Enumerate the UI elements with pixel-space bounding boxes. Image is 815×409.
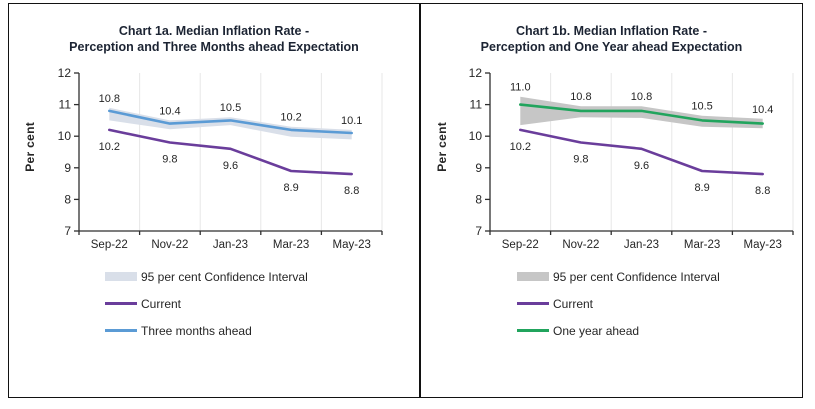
svg-text:9.8: 9.8 (573, 154, 588, 166)
legend-label: 95 per cent Confidence Interval (141, 269, 308, 284)
chart-1b-y-axis-title: Per cent (434, 122, 449, 172)
svg-text:7: 7 (64, 224, 71, 238)
chart-1b-title-line1: Chart 1b. Median Inflation Rate - (516, 24, 707, 38)
svg-text:10.5: 10.5 (691, 101, 712, 113)
svg-text:8: 8 (64, 192, 71, 206)
legend-label: Current (553, 296, 594, 311)
svg-text:Mar-23: Mar-23 (684, 239, 720, 251)
svg-text:10: 10 (58, 129, 72, 143)
svg-text:10.8: 10.8 (631, 91, 652, 103)
chart-1b-title: Chart 1b. Median Inflation Rate - Percep… (425, 23, 798, 55)
svg-text:8.8: 8.8 (344, 185, 359, 197)
legend-item-confidence-interval: 95 per cent Confidence Interval (517, 263, 802, 290)
current-line-swatch (105, 302, 137, 305)
svg-text:9.8: 9.8 (162, 154, 177, 166)
svg-text:Nov-22: Nov-22 (151, 239, 188, 251)
confidence-band-swatch (105, 272, 137, 281)
svg-text:10.1: 10.1 (341, 115, 362, 127)
chart-svg: 10.2 9.8 9.6 8.9 8.8 10.8 10.4 10.5 10.2 10.1 7 8 9 1… (58, 66, 383, 251)
svg-text:10.2: 10.2 (280, 112, 301, 124)
svg-text:10: 10 (469, 129, 483, 143)
svg-text:10.4: 10.4 (159, 105, 180, 117)
one-year-ahead-line-swatch (517, 329, 549, 332)
chart-1a-legend: 95 per cent Confidence Interval Current … (105, 263, 419, 344)
svg-text:Jan-23: Jan-23 (624, 239, 659, 251)
chart-1b-title-line2: Perception and One Year ahead Expectatio… (480, 40, 743, 54)
legend-item-one-year-ahead: One year ahead (517, 317, 802, 344)
legend-item-current: Current (105, 290, 419, 317)
svg-text:10.2: 10.2 (510, 141, 531, 153)
chart-1b-area: Per cent 10.2 9.8 9.6 8.9 8.8 11.0 10.8 10.8 10.… (433, 63, 802, 253)
chart-1a-plot: 10.2 9.8 9.6 8.9 8.8 10.8 10.4 10.5 10.2 10.1 7 8 9 1… (39, 63, 391, 253)
svg-text:10.4: 10.4 (752, 104, 773, 116)
svg-text:9.6: 9.6 (223, 160, 238, 172)
legend-label: Current (141, 296, 182, 311)
svg-text:8.8: 8.8 (755, 185, 770, 197)
legend-item-three-months-ahead: Three months ahead (105, 317, 419, 344)
current-line-swatch (517, 302, 549, 305)
legend-label: Three months ahead (141, 323, 252, 338)
svg-text:8.9: 8.9 (694, 182, 709, 194)
chart-1a-title-line1: Chart 1a. Median Inflation Rate - (118, 24, 310, 38)
legend-item-confidence-interval: 95 per cent Confidence Interval (105, 263, 419, 290)
svg-text:9.6: 9.6 (634, 160, 649, 172)
legend-label: One year ahead (553, 323, 640, 338)
chart-1a-title: Chart 1a. Median Inflation Rate - Percep… (13, 23, 415, 55)
legend-label: 95 per cent Confidence Interval (553, 269, 720, 284)
chart-1b-plot: 10.2 9.8 9.6 8.9 8.8 11.0 10.8 10.8 10.5 10.4 7 8 9 1… (450, 63, 802, 253)
chart-1a-y-axis-title: Per cent (23, 122, 37, 172)
chart-1b-panel: Chart 1b. Median Inflation Rate - Percep… (421, 4, 802, 397)
svg-text:7: 7 (475, 224, 482, 238)
svg-text:May-23: May-23 (333, 239, 371, 251)
three-months-ahead-line-swatch (105, 329, 137, 332)
chart-1a-panel: Chart 1a. Median Inflation Rate - Percep… (9, 4, 421, 397)
svg-text:Sep-22: Sep-22 (91, 239, 128, 251)
svg-text:10.8: 10.8 (570, 91, 591, 103)
svg-text:10.5: 10.5 (220, 102, 241, 114)
svg-text:Sep-22: Sep-22 (502, 239, 539, 251)
chart-1a-area: Per cent 10.2 9.8 9.6 8.9 8.8 10.8 10.4 10.5 10.… (21, 63, 419, 253)
confidence-band-swatch (517, 272, 549, 281)
legend-item-current: Current (517, 290, 802, 317)
charts-frame: Chart 1a. Median Inflation Rate - Percep… (8, 3, 803, 398)
svg-text:9: 9 (64, 161, 71, 175)
svg-text:11: 11 (59, 98, 72, 112)
svg-text:Nov-22: Nov-22 (562, 239, 599, 251)
chart-1a-title-line2: Perception and Three Months ahead Expect… (69, 40, 359, 54)
svg-text:Jan-23: Jan-23 (213, 239, 248, 251)
svg-text:10.2: 10.2 (99, 141, 120, 153)
svg-text:11.0: 11.0 (510, 82, 531, 94)
chart-svg: 10.2 9.8 9.6 8.9 8.8 11.0 10.8 10.8 10.5 10.4 7 8 9 1… (469, 66, 794, 251)
svg-text:10.8: 10.8 (99, 93, 120, 105)
svg-text:8.9: 8.9 (283, 182, 298, 194)
svg-text:12: 12 (58, 66, 72, 80)
svg-text:12: 12 (469, 66, 483, 80)
chart-1b-legend: 95 per cent Confidence Interval Current … (517, 263, 802, 344)
svg-text:9: 9 (475, 161, 482, 175)
svg-text:May-23: May-23 (744, 239, 782, 251)
svg-text:11: 11 (470, 98, 483, 112)
svg-text:8: 8 (475, 192, 482, 206)
svg-text:Mar-23: Mar-23 (273, 239, 309, 251)
